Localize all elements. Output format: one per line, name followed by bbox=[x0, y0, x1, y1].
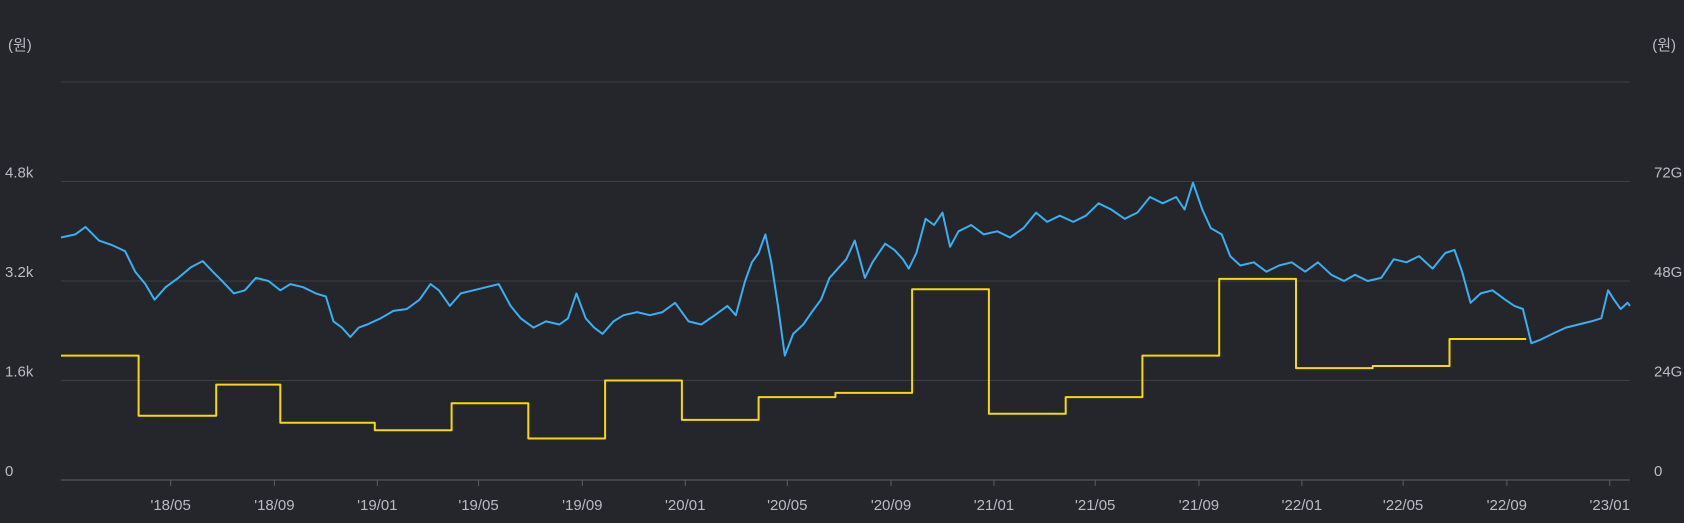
x-axis-tick-label: '22/09 bbox=[1487, 497, 1527, 514]
x-axis-tick-label: '19/01 bbox=[357, 497, 397, 514]
right-axis-tick-label: 48G bbox=[1654, 264, 1682, 281]
left-axis-tick-label: 1.6k bbox=[5, 364, 34, 381]
x-axis-tick-label: '23/01 bbox=[1590, 497, 1630, 514]
right-axis-tick-label: 72G bbox=[1654, 165, 1682, 182]
x-axis-tick-label: '22/05 bbox=[1383, 497, 1423, 514]
left-axis-unit-label: (원) bbox=[8, 37, 32, 54]
series bbox=[60, 181, 1631, 440]
x-axis-tick-label: '21/09 bbox=[1179, 497, 1219, 514]
right-axis-tick-label: 0 bbox=[1654, 463, 1662, 480]
x-axis-tick-label: '21/05 bbox=[1075, 497, 1115, 514]
x-axis-tick-label: '22/01 bbox=[1282, 497, 1322, 514]
x-axis-tick-label: '19/09 bbox=[562, 497, 602, 514]
x-axis-tick-label: '19/05 bbox=[458, 497, 498, 514]
x-axis-tick-label: '18/05 bbox=[150, 497, 190, 514]
x-axis-tick-label: '20/05 bbox=[767, 497, 807, 514]
step-series-line bbox=[61, 277, 1527, 440]
left-axis-tick-label: 0 bbox=[5, 463, 13, 480]
right-axis-unit-label: (원) bbox=[1652, 37, 1676, 54]
x-axis-tick-label: '18/09 bbox=[254, 497, 294, 514]
axes: 0 1.6k 3.2k 4.8k 0 24G 48G 72G '18/05 '18/09 '19/0… bbox=[5, 165, 1682, 515]
x-axis-tick-label: '20/01 bbox=[665, 497, 705, 514]
left-axis-tick-label: 3.2k bbox=[5, 264, 34, 281]
right-axis-tick-label: 24G bbox=[1654, 364, 1682, 381]
x-axis-tick-label: '21/01 bbox=[974, 497, 1014, 514]
x-axis-tick-label: '20/09 bbox=[871, 497, 911, 514]
left-axis-tick-label: 4.8k bbox=[5, 165, 34, 182]
price-series-line bbox=[60, 181, 1631, 357]
